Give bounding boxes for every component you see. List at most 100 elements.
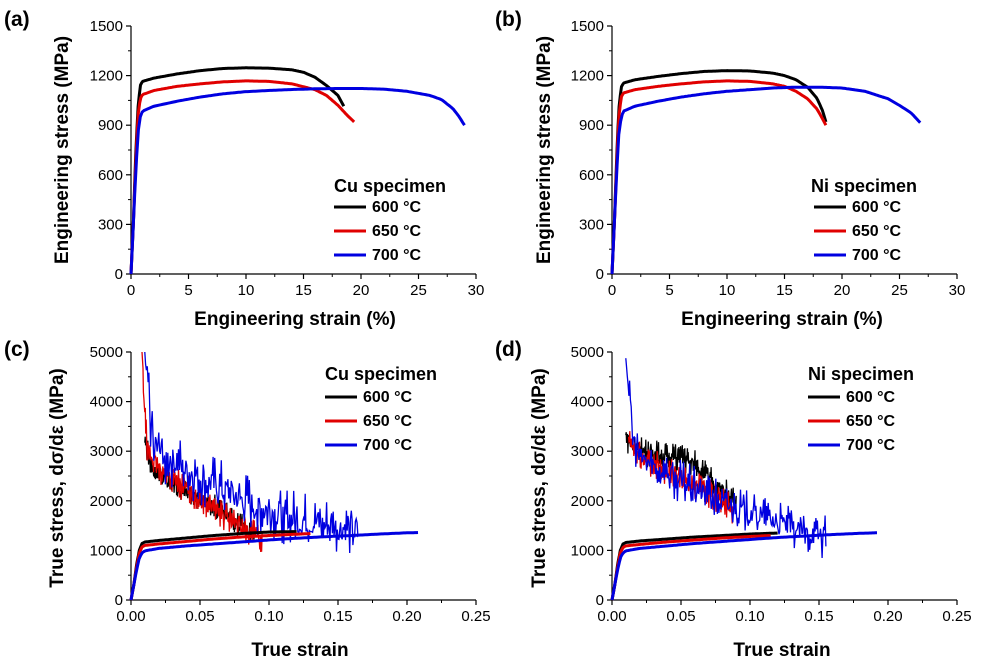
- x-tick-label: 0.00: [116, 608, 145, 625]
- y-tick-label: 600: [579, 167, 604, 184]
- x-tick-label: 25: [891, 282, 908, 299]
- axes-2: 0.00 0.05 0.10 0.15 0.20 0.25 0 1000 2000 3000 400…: [90, 344, 491, 625]
- legend-label: 650 °C: [846, 413, 896, 430]
- x-tick-label: 0.25: [942, 608, 971, 625]
- y-axis-title-d: True stress, dσ/dε (MPa): [529, 368, 550, 587]
- x-tick-label: 0: [127, 282, 135, 299]
- y-tick-label: 600: [98, 167, 123, 184]
- legend-3: 600 °C 650 °C 700 °C: [808, 389, 896, 454]
- y-tick-label: 1200: [90, 68, 123, 85]
- y-tick-label: 3000: [571, 443, 604, 460]
- x-tick-label: 0.20: [392, 608, 421, 625]
- series-line-1: [129, 79, 356, 275]
- x-axis-title-d: True strain: [733, 640, 830, 661]
- x-tick-label: 0.05: [666, 608, 695, 625]
- y-tick-label: 0: [115, 592, 123, 609]
- y-tick-label: 1200: [571, 68, 604, 85]
- legend-label: 700 °C: [363, 437, 413, 454]
- x-tick-label: 0.15: [323, 608, 352, 625]
- true-stress-line-2: [129, 531, 419, 601]
- series-line-2: [129, 87, 466, 275]
- legend-title-c: Cu specimen: [325, 364, 437, 384]
- series-line-2: [610, 85, 922, 275]
- series-line-1: [610, 79, 828, 275]
- legend-label: 600 °C: [363, 389, 413, 406]
- y-tick-label: 900: [579, 117, 604, 134]
- panel-label-d: (d): [495, 338, 522, 361]
- legend-label: 650 °C: [852, 223, 902, 240]
- x-tick-label: 0.25: [461, 608, 490, 625]
- panel-label-b: (b): [495, 8, 522, 31]
- y-tick-label: 0: [596, 592, 604, 609]
- x-tick-label: 0.00: [597, 608, 626, 625]
- y-tick-label: 2000: [90, 493, 123, 510]
- x-axis-title-c: True strain: [251, 640, 348, 661]
- x-tick-label: 30: [468, 282, 485, 299]
- y-tick-label: 2000: [571, 493, 604, 510]
- true-stress-line-0: [610, 531, 779, 601]
- true-stress-line-0: [129, 530, 298, 601]
- legend-label: 600 °C: [852, 199, 902, 216]
- hardening-rate-line-2: [625, 358, 827, 559]
- series-group-0: [129, 66, 466, 275]
- y-tick-label: 0: [115, 266, 123, 283]
- y-axis-title-a: Engineering stress (MPa): [52, 36, 73, 264]
- legend-label: 600 °C: [846, 389, 896, 406]
- panel-label-a: (a): [4, 8, 30, 31]
- x-axis-title-a: Engineering strain (%): [194, 309, 396, 330]
- x-tick-label: 0.05: [185, 608, 214, 625]
- legend-2: 600 °C 650 °C 700 °C: [325, 389, 413, 454]
- true-stress-line-1: [129, 532, 311, 601]
- x-tick-label: 0.10: [254, 608, 283, 625]
- legend-label: 700 °C: [372, 247, 422, 264]
- legend-1: 600 °C 650 °C 700 °C: [814, 199, 902, 264]
- legend-label: 700 °C: [846, 437, 896, 454]
- hardening-rate-line-2: [144, 351, 360, 554]
- y-tick-label: 1000: [571, 542, 604, 559]
- x-tick-label: 10: [719, 282, 736, 299]
- true-stress-line-2: [610, 531, 877, 601]
- panel-c-true-cu: (c) True strain True stress, dσ/dε (MPa)…: [4, 338, 491, 661]
- y-tick-label: 3000: [90, 443, 123, 460]
- y-tick-label: 4000: [90, 394, 123, 411]
- y-tick-label: 1000: [90, 542, 123, 559]
- series-group-1: [610, 69, 922, 275]
- legend-label: 600 °C: [372, 199, 422, 216]
- x-tick-label: 5: [665, 282, 673, 299]
- y-tick-label: 300: [98, 216, 123, 233]
- x-axis-title-b: Engineering strain (%): [681, 309, 883, 330]
- x-tick-label: 10: [238, 282, 255, 299]
- y-tick-label: 5000: [90, 344, 123, 361]
- x-tick-label: 20: [834, 282, 851, 299]
- panel-d-true-ni: (d) True strain True stress, dσ/dε (MPa)…: [495, 338, 972, 661]
- x-tick-label: 0.20: [873, 608, 902, 625]
- legend-title-d: Ni specimen: [808, 364, 914, 384]
- legend-label: 700 °C: [852, 247, 902, 264]
- y-tick-label: 0: [596, 266, 604, 283]
- x-tick-label: 5: [184, 282, 192, 299]
- hardening-rate-line-0: [625, 432, 737, 512]
- x-tick-label: 20: [353, 282, 370, 299]
- axes-3: 0.00 0.05 0.10 0.15 0.20 0.25 0 1000 2000 3000 400…: [571, 344, 972, 625]
- series-group-2: [129, 351, 419, 601]
- true-stress-line-1: [610, 534, 772, 601]
- legend-label: 650 °C: [372, 223, 422, 240]
- x-tick-label: 30: [949, 282, 966, 299]
- x-tick-label: 25: [410, 282, 427, 299]
- x-tick-label: 0.15: [804, 608, 833, 625]
- y-tick-label: 900: [98, 117, 123, 134]
- y-axis-title-b: Engineering stress (MPa): [534, 36, 555, 264]
- y-tick-label: 1500: [90, 18, 123, 35]
- x-tick-label: 15: [295, 282, 312, 299]
- x-tick-label: 15: [776, 282, 793, 299]
- series-group-3: [610, 358, 877, 601]
- panel-a-engineering-cu: (a) Engineering strain (%) Engineering s…: [4, 8, 484, 330]
- y-axis-title-c: True stress, dσ/dε (MPa): [47, 368, 68, 587]
- legend-0: 600 °C 650 °C 700 °C: [334, 199, 422, 264]
- panel-label-c: (c): [4, 338, 30, 361]
- panel-b-engineering-ni: (b) Engineering strain (%) Engineering s…: [495, 8, 965, 330]
- y-tick-label: 5000: [571, 344, 604, 361]
